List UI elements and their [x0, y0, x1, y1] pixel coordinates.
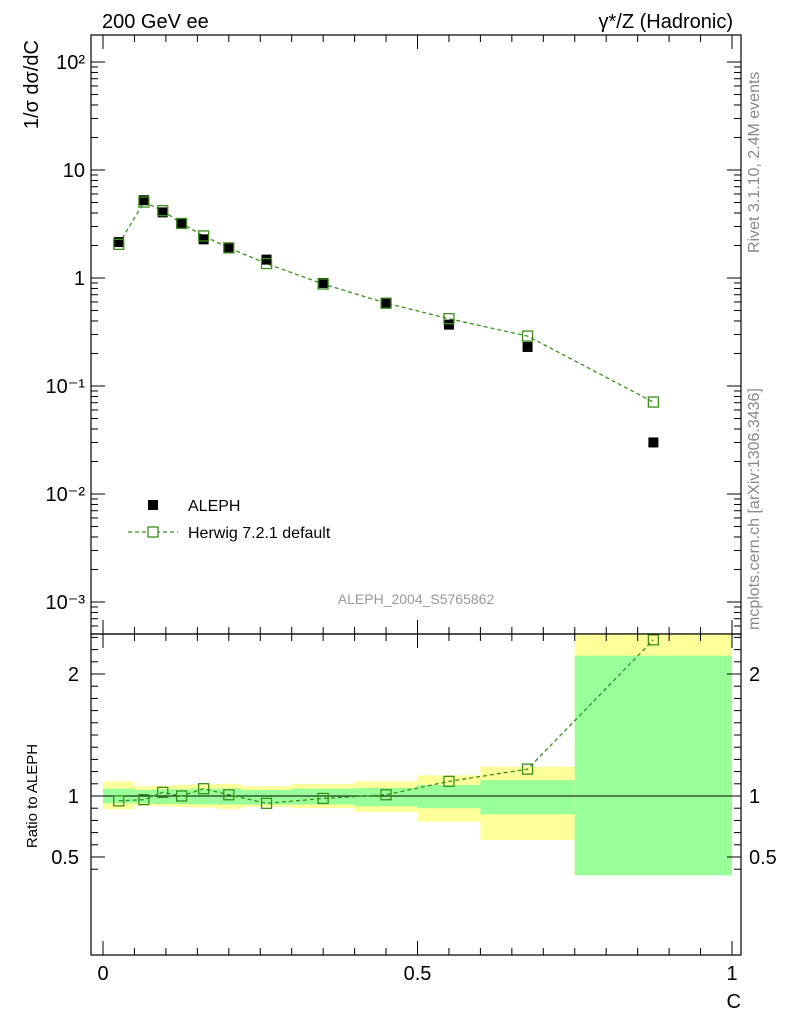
- stat-uncertainty-band: [480, 780, 575, 815]
- ratio-herwig-point: [223, 789, 235, 801]
- herwig-point: [113, 238, 125, 250]
- main-frame: [90, 34, 742, 635]
- ratio-herwig-point: [443, 775, 455, 788]
- ratio-y-axis-label: Ratio to ALEPH: [24, 744, 41, 848]
- ratio-panel: 0.5 0.5 1 1 2 2 0 0.5 1: [51, 633, 777, 985]
- herwig-point: [380, 297, 392, 309]
- ratio-herwig-point: [647, 634, 660, 646]
- ratio-y-tick-label: 0.5: [51, 847, 79, 869]
- ratio-herwig-point: [521, 763, 534, 775]
- y-tick-label: 10²: [56, 52, 85, 74]
- aleph-point: [223, 243, 234, 254]
- ratio-frame: [90, 633, 742, 956]
- aleph-point: [113, 237, 124, 248]
- aleph-point: [198, 234, 209, 245]
- legend-aleph-label: ALEPH: [188, 498, 240, 515]
- main-y-axis-label: 1/σ dσ/dC: [21, 40, 43, 129]
- ratio-y-tick-label-right: 1: [749, 786, 760, 808]
- y-tick-label: 1: [74, 268, 85, 290]
- ratio-herwig-point: [113, 795, 125, 807]
- aleph-point: [522, 341, 533, 352]
- herwig-point: [260, 257, 273, 270]
- herwig-point: [647, 396, 660, 408]
- legend-aleph-marker: [148, 500, 158, 510]
- ratio-y-tick-label-right: 2: [749, 664, 760, 686]
- aleph-point: [157, 207, 168, 218]
- stat-uncertainty-band: [153, 789, 173, 804]
- herwig-point: [443, 313, 455, 325]
- aleph-point: [648, 437, 659, 448]
- ratio-herwig-point: [317, 792, 329, 805]
- ratio-herwig-point: [175, 790, 188, 802]
- ratio-y-tick-label: 1: [68, 786, 79, 808]
- legend-herwig-marker: [147, 526, 159, 538]
- main-panel: 10⁻³ 10⁻² 10⁻¹ 1 10 10²: [46, 34, 742, 635]
- legend-herwig-label: Herwig 7.2.1 default: [188, 525, 331, 542]
- stat-uncertainty-band: [354, 788, 418, 807]
- stat-uncertainty-band: [191, 788, 217, 805]
- stat-uncertainty-band: [574, 655, 732, 876]
- stat-uncertainty-band: [417, 785, 481, 809]
- y-tick-label: 10⁻³: [46, 592, 86, 614]
- aleph-point: [381, 298, 392, 309]
- header-right-title: γ*/Z (Hadronic): [599, 11, 733, 33]
- ratio-herwig-point: [197, 783, 210, 795]
- x-tick-label: 1: [726, 963, 737, 985]
- aleph-point: [138, 195, 149, 206]
- stat-uncertainty-band: [241, 789, 292, 805]
- stat-uncertainty-band: [291, 788, 355, 805]
- header-left-title: 200 GeV ee: [102, 11, 209, 33]
- ratio-herwig-line: [118, 639, 654, 804]
- ratio-herwig-point: [380, 789, 392, 801]
- herwig-point: [521, 330, 534, 342]
- stat-uncertainty-band: [134, 789, 154, 804]
- x-axis-label: C: [727, 991, 741, 1013]
- aleph-point: [443, 319, 454, 330]
- rivet-version-label: Rivet 3.1.10, 2.4M events: [746, 71, 763, 253]
- ratio-herwig-point: [138, 794, 150, 806]
- herwig-point: [317, 278, 329, 290]
- ratio-y-tick-label: 2: [68, 664, 79, 686]
- y-tick-label: 10⁻¹: [46, 376, 86, 398]
- x-tick-label: 0.5: [404, 963, 432, 985]
- x-tick-label: 0: [97, 963, 108, 985]
- herwig-point: [197, 230, 210, 242]
- herwig-point: [157, 205, 169, 217]
- ratio-y-tick-label-right: 0.5: [749, 847, 777, 869]
- analysis-id-label: ALEPH_2004_S5765862: [338, 591, 495, 607]
- herwig-point: [175, 217, 188, 230]
- y-tick-label: 10: [63, 160, 85, 182]
- aleph-point: [176, 218, 187, 229]
- y-tick-label: 10⁻²: [46, 484, 86, 506]
- herwig-point: [138, 196, 150, 208]
- legend: ALEPH Herwig 7.2.1 default: [128, 498, 331, 542]
- ratio-herwig-point: [260, 797, 273, 809]
- aleph-point: [261, 254, 272, 265]
- aleph-point: [318, 277, 329, 288]
- ratio-herwig-point: [157, 786, 169, 798]
- herwig-point: [223, 242, 235, 254]
- mcplots-reference-label: mcplots.cern.ch [arXiv:1306.3436]: [746, 388, 763, 630]
